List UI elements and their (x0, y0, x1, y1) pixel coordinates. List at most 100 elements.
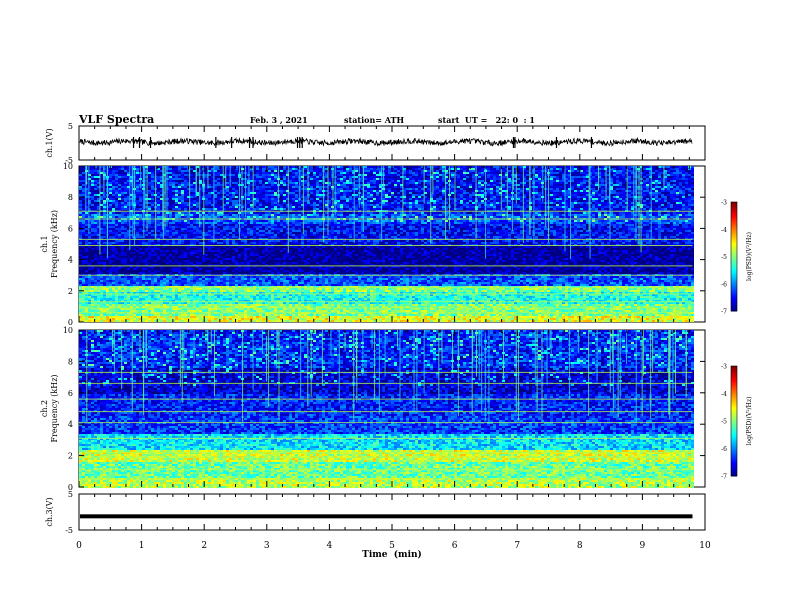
psd-cell (79, 194, 82, 196)
psd-cell (592, 208, 595, 210)
psd-cell (337, 192, 340, 194)
psd-cell (664, 180, 667, 182)
psd-cell (283, 188, 286, 190)
psd-cell (661, 192, 664, 194)
psd-cell (229, 194, 232, 196)
psd-cell (439, 190, 442, 192)
psd-cell (220, 212, 223, 214)
psd-cell (115, 182, 118, 184)
psd-cell (637, 190, 640, 192)
psd-cell (664, 196, 667, 198)
psd-cell (406, 170, 409, 172)
psd-cell (256, 188, 259, 190)
psd-cell (574, 192, 577, 194)
psd-cell (670, 202, 673, 204)
psd-cell (304, 184, 307, 186)
psd-cell (220, 174, 223, 176)
psd-cell (181, 196, 184, 198)
psd-cell (652, 168, 655, 170)
psd-cell (118, 202, 121, 204)
psd-cell (313, 190, 316, 192)
psd-cell (82, 204, 85, 206)
psd-cell (151, 186, 154, 188)
psd-cell (136, 198, 139, 200)
psd-cell (349, 198, 352, 200)
psd-cell (667, 208, 670, 210)
psd-cell (271, 166, 274, 168)
psd-cell (232, 166, 235, 168)
psd-cell (313, 194, 316, 196)
psd-cell (493, 176, 496, 178)
psd-cell (364, 186, 367, 188)
psd-cell (490, 202, 493, 204)
psd-cell (115, 166, 118, 168)
psd-cell (250, 196, 253, 198)
psd-cell (685, 208, 688, 210)
psd-cell (592, 198, 595, 200)
psd-cell (481, 172, 484, 174)
psd-cell (394, 168, 397, 170)
psd-cell (304, 166, 307, 168)
psd-cell (628, 202, 631, 204)
psd-cell (169, 172, 172, 174)
psd-cell (463, 196, 466, 198)
psd-cell (151, 176, 154, 178)
psd-cell (217, 176, 220, 178)
psd-cell (439, 192, 442, 194)
psd-cell (256, 206, 259, 208)
psd-cell (373, 188, 376, 190)
psd-cell (259, 170, 262, 172)
psd-cell (679, 172, 682, 174)
psd-cell (232, 188, 235, 190)
psd-cell (580, 208, 583, 210)
psd-cell (337, 182, 340, 184)
psd-cell (115, 204, 118, 206)
psd-cell (655, 186, 658, 188)
psd-cell (481, 188, 484, 190)
psd-cell (226, 176, 229, 178)
psd-cell (421, 206, 424, 208)
psd-cell (427, 196, 430, 198)
psd-cell (574, 182, 577, 184)
psd-cell (457, 184, 460, 186)
psd-cell (439, 206, 442, 208)
psd-cell (646, 202, 649, 204)
psd-cell (658, 188, 661, 190)
psd-cell (535, 184, 538, 186)
psd-cell (103, 200, 106, 202)
psd-cell (229, 198, 232, 200)
psd-cell (355, 182, 358, 184)
psd-cell (259, 180, 262, 182)
psd-cell (262, 166, 265, 168)
psd-cell (556, 202, 559, 204)
psd-cell (442, 200, 445, 202)
psd-cell (673, 208, 676, 210)
psd-cell (115, 184, 118, 186)
psd-cell (646, 188, 649, 190)
psd-cell (682, 200, 685, 202)
psd-cell (490, 172, 493, 174)
psd-cell (355, 188, 358, 190)
psd-cell (436, 180, 439, 182)
psd-cell (292, 186, 295, 188)
psd-cell (256, 192, 259, 194)
psd-cell (385, 180, 388, 182)
psd-cell (664, 194, 667, 196)
psd-cell (403, 182, 406, 184)
psd-cell (508, 166, 511, 168)
psd-cell (490, 192, 493, 194)
psd-cell (148, 202, 151, 204)
psd-cell (403, 166, 406, 168)
psd-cell (169, 198, 172, 200)
psd-cell (313, 188, 316, 190)
psd-cell (250, 212, 253, 214)
psd-cell (292, 190, 295, 192)
psd-cell (409, 166, 412, 168)
psd-cell (226, 204, 229, 206)
psd-cell (388, 208, 391, 210)
psd-cell (685, 198, 688, 200)
psd-cell (283, 176, 286, 178)
psd-cell (307, 208, 310, 210)
psd-cell (136, 212, 139, 214)
psd-cell (340, 196, 343, 198)
